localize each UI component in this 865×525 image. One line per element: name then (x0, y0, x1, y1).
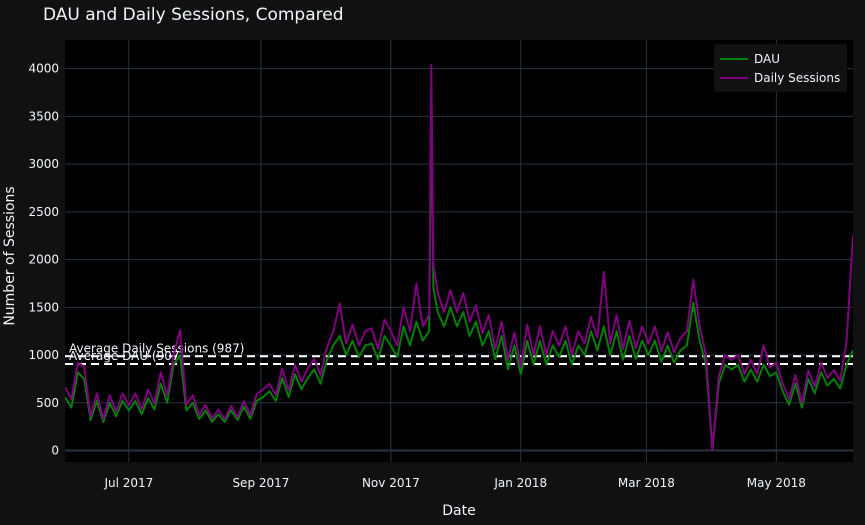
legend[interactable]: DAU Daily Sessions (714, 44, 847, 92)
y-tick-label: 500 (36, 396, 59, 410)
legend-background (714, 44, 847, 92)
x-tick-label: Jul 2017 (103, 476, 153, 490)
series-line-dau (65, 101, 853, 452)
y-tick-label: 1000 (28, 348, 59, 362)
y-tick-label: 3500 (28, 109, 59, 123)
x-axis-title: Date (442, 503, 475, 519)
reference-line-label: Average DAU (907) (69, 349, 184, 363)
y-tick-label: 3000 (28, 157, 59, 171)
y-tick-label: 4000 (28, 62, 59, 76)
y-axis-title: Number of Sessions (2, 186, 18, 325)
axis-ticks: 0 500 1000 1500 2000 2500 3000 3500 4000 Jul 2017… (28, 62, 805, 490)
x-tick-label: Jan 2018 (493, 476, 547, 490)
chart-title: DAU and Daily Sessions, Compared (43, 5, 344, 25)
y-tick-label: 2000 (28, 253, 59, 267)
y-tick-label: 2500 (28, 205, 59, 219)
y-tick-label: 0 (51, 444, 59, 458)
x-tick-label: Mar 2018 (618, 476, 675, 490)
x-tick-label: Nov 2017 (362, 476, 420, 490)
legend-label-dau: DAU (754, 52, 780, 66)
series-lines (65, 63, 853, 452)
x-tick-label: Sep 2017 (232, 476, 289, 490)
x-tick-label: May 2018 (747, 476, 806, 490)
plot-area (65, 40, 853, 462)
legend-label-sessions: Daily Sessions (754, 71, 840, 85)
series-line-daily-sessions (65, 63, 853, 452)
reference-line-label: Average Daily Sessions (987) (69, 341, 244, 355)
y-tick-label: 1500 (28, 300, 59, 314)
